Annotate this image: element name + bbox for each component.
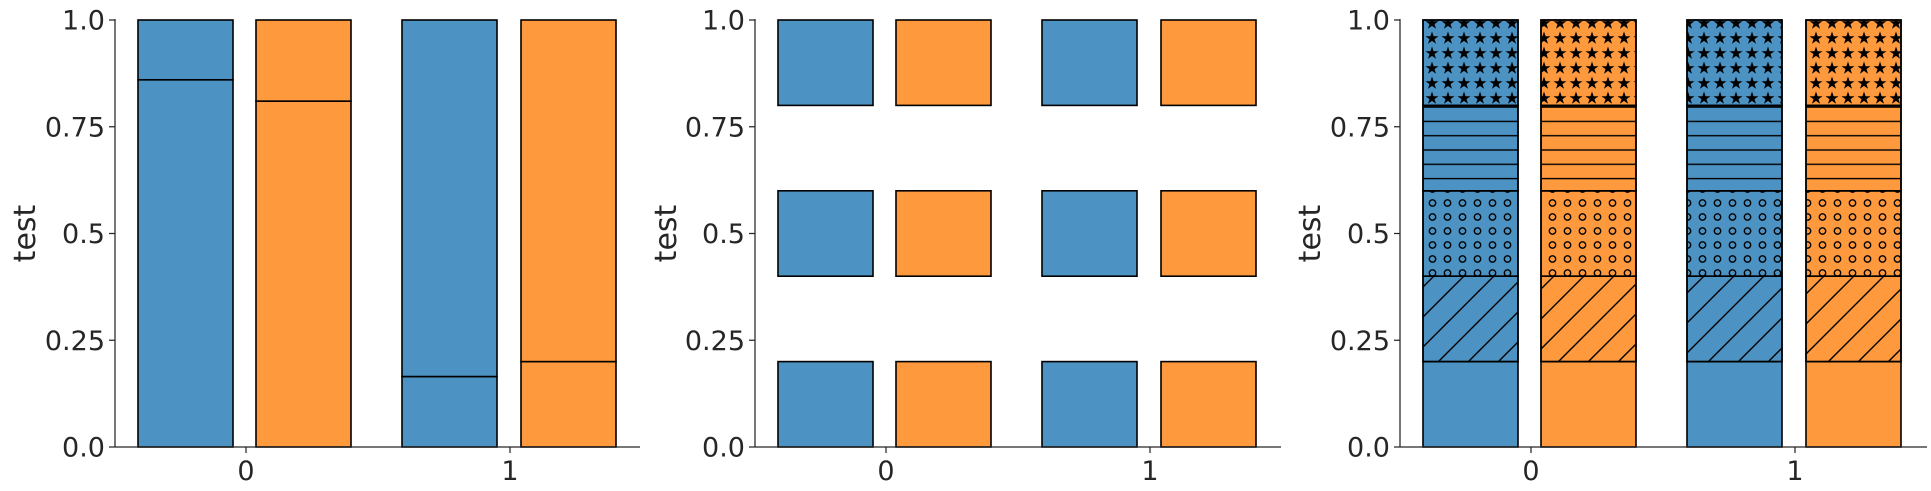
bar-hatch-circles [1422, 190, 1519, 278]
bar-hatch-horizontal [1805, 104, 1902, 192]
x-tick-label: 1 [1786, 456, 1803, 487]
bar-hatch-stars [1540, 19, 1637, 107]
y-axis-title: test [1293, 204, 1328, 262]
bar-segment-0-blue-0 [1422, 360, 1519, 448]
bar-hatch-stars [1686, 19, 1783, 107]
y-tick-label: 0.25 [685, 326, 745, 357]
bar-segment-0-orange-2 [895, 19, 992, 107]
bar-hatch-circles [1540, 190, 1637, 278]
bar-segment-0-blue-2 [777, 19, 874, 107]
y-tick-label: 0.5 [1347, 219, 1390, 250]
x-tick-label: 1 [501, 456, 518, 487]
bar-hatch-horizontal [1540, 104, 1637, 192]
bar-segment-0-orange-0 [1540, 360, 1637, 448]
bar-segment-1-orange-0 [1160, 360, 1257, 448]
bar-hatch-diagonal [1686, 275, 1783, 363]
y-tick-label: 0.0 [702, 433, 745, 464]
bar-hatch-stars [1422, 19, 1519, 107]
chart-panel-2: 0.0 0.25 0.5 0.75 1.0 0 1 test [1293, 6, 1927, 487]
y-axis-title: test [8, 204, 43, 262]
bar-hatch-diagonal [1540, 275, 1637, 363]
bar-segment-1-blue-1 [1041, 190, 1138, 278]
y-tick-label: 0.5 [62, 219, 105, 250]
bar-segment-0-orange-1 [895, 190, 992, 278]
y-tick-label: 1.0 [62, 6, 105, 37]
x-tick-label: 0 [877, 456, 894, 487]
y-tick-label: 0.0 [1347, 433, 1390, 464]
bar-segment-1-blue-0 [401, 375, 498, 448]
x-tick-label: 0 [237, 456, 254, 487]
bar-hatch-diagonal [1805, 275, 1902, 363]
bar-segment-1-orange-0 [1805, 360, 1902, 448]
y-tick-label: 0.75 [1330, 112, 1390, 143]
bar-segment-0-orange-1 [255, 19, 352, 102]
bar-hatch-stars [1805, 19, 1902, 107]
bar-hatch-circles [1805, 190, 1902, 278]
x-tick-label: 0 [1522, 456, 1539, 487]
x-tick-label: 1 [1141, 456, 1158, 487]
bar-segment-1-blue-0 [1686, 360, 1783, 448]
y-tick-label: 0.75 [45, 112, 105, 143]
bar-hatch-circles [1686, 190, 1783, 278]
y-tick-label: 0.0 [62, 433, 105, 464]
chart-panel-0: 0.0 0.25 0.5 0.75 1.0 0 1 test [8, 6, 640, 487]
bar-segment-0-blue-0 [777, 360, 874, 448]
y-tick-label: 1.0 [1347, 6, 1390, 37]
chart-panel-1: 0.0 0.25 0.5 0.75 1.0 0 1 test [649, 6, 1281, 487]
bar-segment-1-blue-2 [1041, 19, 1138, 107]
y-tick-label: 0.25 [45, 326, 105, 357]
bar-segment-1-orange-1 [520, 19, 617, 363]
bar-segment-1-orange-2 [1160, 19, 1257, 107]
y-axis-title: test [649, 204, 684, 262]
y-tick-label: 0.25 [1330, 326, 1390, 357]
bar-hatch-diagonal [1422, 275, 1519, 363]
y-tick-label: 0.5 [702, 219, 745, 250]
bar-segment-0-blue-1 [137, 19, 234, 81]
bar-segment-1-orange-0 [520, 360, 617, 448]
y-tick-label: 1.0 [702, 6, 745, 37]
bar-segment-0-orange-0 [255, 100, 352, 448]
bar-hatch-horizontal [1422, 104, 1519, 192]
y-tick-label: 0.75 [685, 112, 745, 143]
bar-hatch-horizontal [1686, 104, 1783, 192]
bar-segment-1-orange-1 [1160, 190, 1257, 278]
bar-segment-0-blue-1 [777, 190, 874, 278]
bar-segment-0-blue-0 [137, 78, 234, 448]
bar-segment-0-orange-0 [895, 360, 992, 448]
bar-segment-1-blue-0 [1041, 360, 1138, 448]
bar-segment-1-blue-1 [401, 19, 498, 378]
